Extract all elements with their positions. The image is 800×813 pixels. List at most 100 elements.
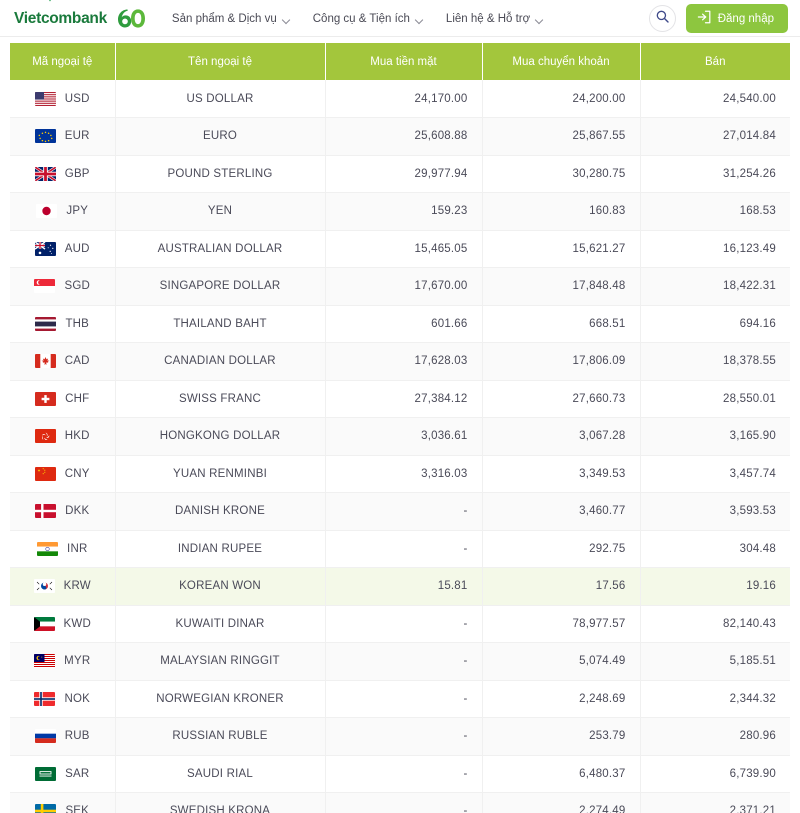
currency-code-label: EUR bbox=[64, 130, 90, 143]
cell-sell: 2,344.32 bbox=[640, 680, 790, 718]
exchange-rate-table: Mã ngoại tệ Tên ngoại tệ Mua tiền mặt Mu… bbox=[10, 43, 790, 813]
column-header-buy-transfer[interactable]: Mua chuyển khoản bbox=[482, 43, 641, 80]
table-row[interactable]: MYR MALAYSIAN RINGGIT -5,074.49 5,185.51 bbox=[10, 642, 790, 681]
currency-code-label: SEK bbox=[65, 805, 90, 813]
cell-sell: 280.96 bbox=[640, 717, 790, 756]
login-button[interactable]: Đăng nhập bbox=[685, 4, 788, 33]
currency-code-label: CNY bbox=[64, 467, 90, 480]
cell-buy-transfer: 2,274.49 bbox=[482, 792, 641, 813]
vietcombank-logo[interactable]: Vietcombank bbox=[14, 0, 146, 29]
table-row[interactable]: HKD HONGKONG DOLLAR 3,036.61 3,067.28 3,165.… bbox=[10, 417, 790, 456]
table-row[interactable]: CAD CANADIAN DOLLAR 17,628.03 17,806.09 18,3… bbox=[10, 342, 790, 381]
nav-item-contact-support[interactable]: Liên hệ & Hỗ trợ bbox=[446, 13, 544, 25]
table-row[interactable]: AUD AUSTRALIAN DOLLAR 15,465.05 15,621.27 16… bbox=[10, 230, 790, 268]
cell-buy-transfer: 15,621.27 bbox=[482, 230, 641, 268]
table-row[interactable]: SEK SWEDISH KRONA -2,274.49 2,371.21 bbox=[10, 792, 790, 813]
cell-sell: 304.48 bbox=[640, 530, 790, 568]
cell-currency-name: CANADIAN DOLLAR bbox=[115, 342, 326, 381]
table-row[interactable]: CNY YUAN RENMINBI 3,316.03 3,349.53 3,457.74 bbox=[10, 455, 790, 493]
flag-in-icon bbox=[37, 541, 59, 556]
nav-label: Sản phẩm & Dịch vụ bbox=[171, 12, 277, 25]
table-row[interactable]: RUB RUSSIAN RUBLE -253.79 280.96 bbox=[10, 717, 790, 756]
table-header-row: Mã ngoại tệ Tên ngoại tệ Mua tiền mặt Mu… bbox=[10, 43, 790, 80]
login-arrow-icon bbox=[697, 10, 711, 27]
cell-currency-code: NOK bbox=[10, 680, 116, 718]
table-row[interactable]: GBP POUND STERLING 29,977.94 30,280.75 31,25… bbox=[10, 155, 790, 193]
flag-no-icon bbox=[34, 691, 56, 706]
flag-jp-icon bbox=[36, 204, 58, 219]
nav-label: Công cụ & Tiện ích bbox=[312, 12, 410, 25]
currency-code-label: SGD bbox=[64, 280, 91, 293]
table-row[interactable]: JPY YEN 159.23 160.83 168.53 bbox=[10, 192, 790, 231]
cell-sell: 6,739.90 bbox=[640, 755, 790, 793]
table-body: USD US DOLLAR 24,170.00 24,200.00 24,540.00 E… bbox=[10, 80, 790, 813]
main-navigation: Sản phẩm & Dịch vụ Công cụ & Tiện ích Li… bbox=[172, 13, 544, 25]
cell-buy-transfer: 668.51 bbox=[482, 305, 641, 343]
cell-currency-code: CNY bbox=[10, 455, 116, 493]
cell-currency-code: JPY bbox=[10, 192, 116, 231]
cell-buy-transfer: 3,460.77 bbox=[482, 492, 641, 531]
flag-kw-icon bbox=[33, 616, 55, 631]
table-row[interactable]: SAR SAUDI RIAL -6,480.37 6,739.90 bbox=[10, 755, 790, 793]
table-row[interactable]: KWD KUWAITI DINAR -78,977.57 82,140.43 bbox=[10, 605, 790, 643]
column-header-currency-code[interactable]: Mã ngoại tệ bbox=[10, 43, 116, 80]
currency-code-label: MYR bbox=[64, 655, 91, 668]
cell-currency-name: EURO bbox=[115, 117, 326, 156]
cell-sell: 31,254.26 bbox=[640, 155, 790, 193]
column-header-currency-name[interactable]: Tên ngoại tệ bbox=[115, 43, 326, 80]
currency-code-label: AUD bbox=[64, 242, 90, 255]
table-row[interactable]: KRW KOREAN WON 15.81 17.56 19.16 bbox=[10, 567, 790, 606]
cell-buy-transfer: 3,349.53 bbox=[482, 455, 641, 493]
cell-currency-code: THB bbox=[10, 305, 116, 343]
flag-gb-icon bbox=[34, 166, 56, 181]
cell-currency-code: KWD bbox=[10, 605, 116, 643]
flag-hk-icon bbox=[34, 429, 56, 444]
cell-currency-code: MYR bbox=[10, 642, 116, 681]
cell-buy-transfer: 6,480.37 bbox=[482, 755, 641, 793]
cell-currency-code: HKD bbox=[10, 417, 116, 456]
column-header-buy-cash[interactable]: Mua tiền mặt bbox=[325, 43, 483, 80]
cell-currency-code: CHF bbox=[10, 380, 116, 418]
cell-buy-transfer: 78,977.57 bbox=[482, 605, 641, 643]
cell-currency-code: EUR bbox=[10, 117, 116, 156]
cell-currency-code: SGD bbox=[10, 267, 116, 306]
cell-sell: 28,550.01 bbox=[640, 380, 790, 418]
cell-buy-transfer: 160.83 bbox=[482, 192, 641, 231]
flag-sa-icon bbox=[35, 766, 57, 781]
cell-sell: 168.53 bbox=[640, 192, 790, 231]
cell-buy-transfer: 17.56 bbox=[482, 567, 641, 606]
nav-item-products-services[interactable]: Sản phẩm & Dịch vụ bbox=[172, 13, 291, 25]
cell-currency-name: KOREAN WON bbox=[115, 567, 326, 606]
search-icon bbox=[656, 10, 669, 28]
cell-currency-code: DKK bbox=[10, 492, 116, 531]
exchange-rate-table-container: Mã ngoại tệ Tên ngoại tệ Mua tiền mặt Mu… bbox=[0, 37, 800, 813]
chevron-down-icon bbox=[416, 17, 424, 22]
cell-currency-name: KUWAITI DINAR bbox=[115, 605, 326, 643]
currency-code-label: SAR bbox=[65, 767, 90, 780]
table-row[interactable]: THB THAILAND BAHT 601.66 668.51 694.16 bbox=[10, 305, 790, 343]
cell-sell: 3,593.53 bbox=[640, 492, 790, 531]
table-row[interactable]: CHF SWISS FRANC 27,384.12 27,660.73 28,550.0… bbox=[10, 380, 790, 418]
table-row[interactable]: DKK DANISH KRONE -3,460.77 3,593.53 bbox=[10, 492, 790, 531]
cell-buy-cash: - bbox=[325, 755, 483, 793]
cell-currency-code: INR bbox=[10, 530, 116, 568]
cell-buy-transfer: 17,806.09 bbox=[482, 342, 641, 381]
table-header: Mã ngoại tệ Tên ngoại tệ Mua tiền mặt Mu… bbox=[10, 43, 790, 80]
table-row[interactable]: NOK NORWEGIAN KRONER -2,248.69 2,344.32 bbox=[10, 680, 790, 718]
cell-buy-cash: 17,628.03 bbox=[325, 342, 483, 381]
cell-currency-name: SAUDI RIAL bbox=[115, 755, 326, 793]
search-button[interactable] bbox=[648, 5, 676, 32]
cell-currency-name: SWISS FRANC bbox=[115, 380, 326, 418]
cell-currency-code: AUD bbox=[10, 230, 116, 268]
table-row[interactable]: SGD SINGAPORE DOLLAR 17,670.00 17,848.48 18,… bbox=[10, 267, 790, 306]
cell-sell: 18,378.55 bbox=[640, 342, 790, 381]
nav-item-tools-utilities[interactable]: Công cụ & Tiện ích bbox=[313, 13, 424, 25]
site-header: Vietcombank Sản phẩm & Dịch vụ Công cụ &… bbox=[0, 0, 800, 37]
cell-currency-code: USD bbox=[10, 80, 116, 118]
cell-sell: 27,014.84 bbox=[640, 117, 790, 156]
table-row[interactable]: EUR EURO 25,608.88 25,867.55 27,014.84 bbox=[10, 117, 790, 156]
table-row[interactable]: INR INDIAN RUPEE -292.75 304.48 bbox=[10, 530, 790, 568]
table-row[interactable]: USD US DOLLAR 24,170.00 24,200.00 24,540.00 bbox=[10, 80, 790, 118]
flag-dk-icon bbox=[35, 504, 57, 519]
column-header-sell[interactable]: Bán bbox=[640, 43, 790, 80]
